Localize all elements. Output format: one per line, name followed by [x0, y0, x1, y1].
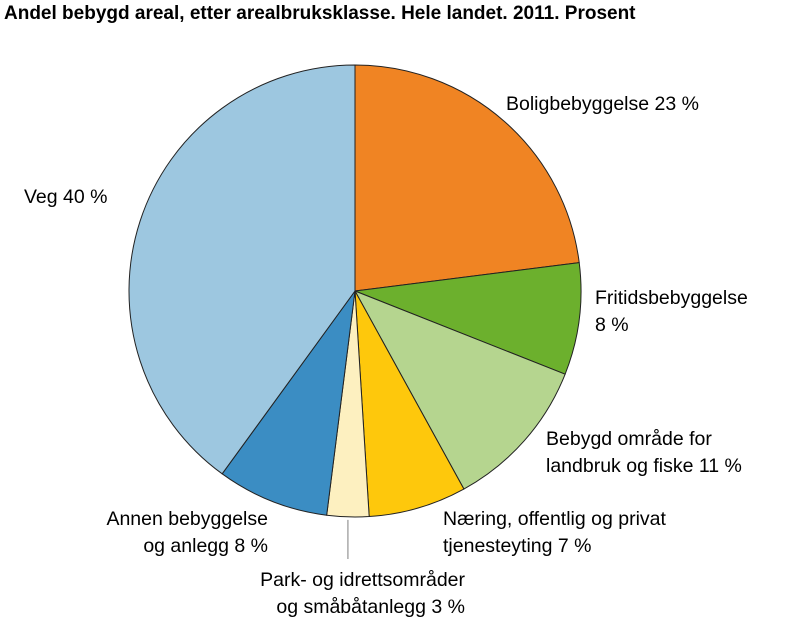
slice-label: Næring, offentlig og privat tjenesteyting… — [443, 508, 667, 557]
pie-slices — [128, 64, 582, 518]
chart-title: Andel bebygd areal, etter arealbruksklas… — [4, 3, 636, 24]
slice-label: Annen bebyggelse og anlegg 8 % — [106, 508, 268, 557]
slice-label: Bebygd område for landbruk og fiske 11 % — [546, 428, 742, 477]
slice-label: Veg 40 % — [24, 186, 107, 208]
pie-slice — [221, 290, 356, 516]
slice-label: Fritidsbebyggelse 8 % — [595, 287, 748, 336]
slice-label: Boligbebyggelse 23 % — [506, 93, 699, 115]
pie-slice — [354, 64, 580, 292]
slice-label: Park- og idrettsområder og småbåtanlegg 3… — [260, 569, 465, 618]
pie-slice — [128, 64, 356, 475]
pie-slice — [354, 262, 582, 375]
pie-slice — [354, 290, 566, 490]
slice-labels: Boligbebyggelse 23 % Fritidsbebyggelse 8 %… — [24, 93, 748, 618]
